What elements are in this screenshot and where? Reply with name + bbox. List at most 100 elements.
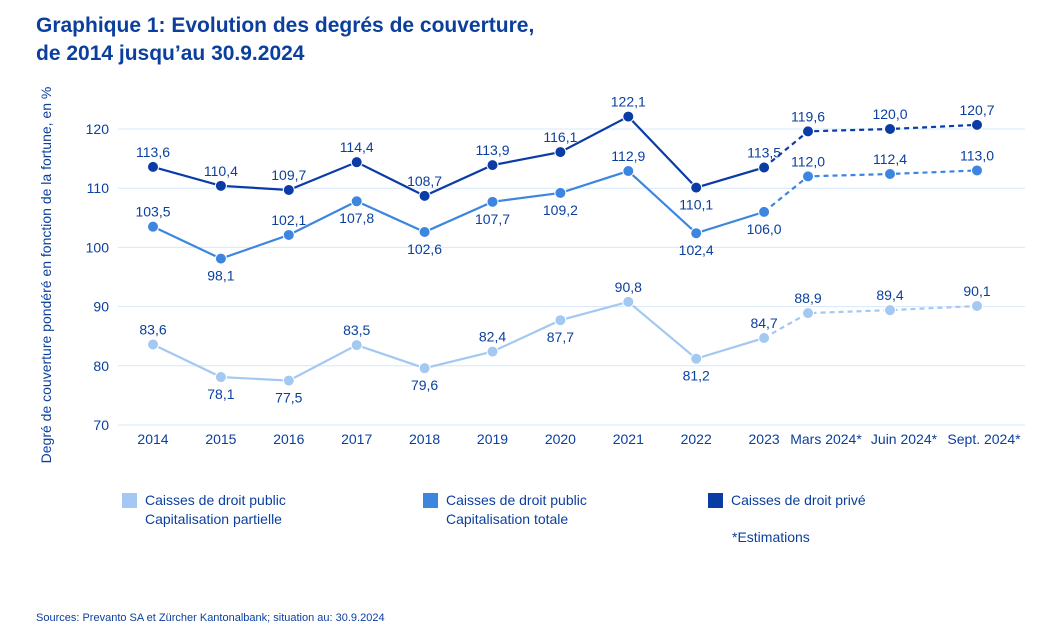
data-point-totale — [758, 205, 771, 218]
data-point-prive — [802, 125, 814, 138]
y-tick-labels: 70 80 90 100 110 120 — [86, 121, 110, 433]
chart-title: Graphique 1: Evolution des degrés de cou… — [36, 12, 534, 68]
estimations-note: *Estimations — [732, 529, 810, 545]
data-point-prive — [282, 183, 295, 196]
x-tick-label: 2020 — [545, 431, 576, 447]
data-label-prive: 108,7 — [407, 173, 442, 189]
x-tick-labels: 2014 2015 2016 2017 2018 2019 2020 2021 2022 2023… — [137, 431, 1021, 447]
legend-swatch-totale — [423, 493, 438, 508]
data-label-totale: 102,1 — [271, 212, 306, 228]
series-line-partielle — [152, 300, 765, 382]
data-point-partielle — [350, 339, 363, 352]
chart-title-line-2: de 2014 jusqu’au 30.9.2024 — [36, 42, 305, 65]
data-label-partielle: 77,5 — [275, 390, 302, 406]
legend-item-partielle: Caisses de droit public Capitalisation p… — [122, 491, 286, 529]
data-point-totale — [214, 252, 227, 265]
data-label-prive: 113,6 — [136, 144, 170, 160]
source-note: Sources: Prevanto SA et Zürcher Kantonal… — [36, 612, 385, 624]
data-label-prive: 122,1 — [611, 94, 646, 110]
y-tick-label: 80 — [93, 358, 109, 374]
data-point-totale — [418, 226, 431, 239]
data-point-partielle — [214, 371, 227, 384]
data-label-partielle: 88,9 — [794, 290, 821, 306]
grid-lines — [118, 128, 1025, 426]
data-label-prive: 110,4 — [204, 163, 238, 179]
y-tick-label: 100 — [86, 239, 110, 255]
x-tick-label: Sept. 2024* — [947, 431, 1021, 447]
data-point-partielle — [282, 374, 295, 387]
data-label-partielle: 90,8 — [615, 279, 642, 295]
data-point-prive — [758, 161, 771, 174]
legend-swatch-prive — [708, 493, 723, 508]
chart-title-line-1: Graphique 1: Evolution des degrés de cou… — [36, 14, 535, 37]
data-label-partielle: 89,4 — [876, 287, 903, 303]
data-label-partielle: 81,2 — [683, 368, 710, 384]
data-point-prive — [214, 179, 227, 192]
x-tick-label: 2021 — [613, 431, 644, 447]
data-point-partielle — [147, 338, 159, 351]
data-point-prive — [622, 110, 635, 123]
x-tick-label: 2016 — [273, 431, 304, 447]
data-point-prive — [147, 160, 159, 173]
data-point-partielle — [418, 362, 431, 375]
data-label-partielle: 78,1 — [207, 386, 234, 402]
legend-item-prive: Caisses de droit privé — [708, 491, 866, 510]
series-line-estimate-partielle — [763, 304, 978, 339]
data-label-partielle: 79,6 — [411, 377, 438, 393]
data-point-partielle — [622, 295, 635, 308]
data-point-totale — [622, 165, 635, 178]
data-points — [147, 110, 983, 387]
data-point-partielle — [486, 345, 499, 358]
series-lines — [152, 115, 978, 382]
data-label-prive: 114,4 — [340, 139, 374, 155]
line-chart: 70 80 90 100 110 120 2014 2015 2016 2017 2018 2019… — [86, 94, 1025, 447]
x-tick-label: 2018 — [409, 431, 440, 447]
data-label-prive: 119,6 — [791, 108, 825, 124]
data-labels: 83,6 78,1 77,5 83,5 79,6 82,4 87,7 90,8 81,2 84,7… — [135, 94, 994, 406]
y-tick-label: 90 — [93, 299, 109, 315]
data-point-prive — [690, 181, 703, 194]
data-label-totale: 106,0 — [747, 221, 782, 237]
legend-label-totale: Caisses de droit public Capitalisation t… — [446, 492, 587, 527]
legend-label-partielle: Caisses de droit public Capitalisation p… — [145, 492, 286, 527]
series-line-estimate-prive — [763, 123, 978, 169]
data-label-prive: 120,7 — [959, 102, 994, 118]
data-point-partielle — [554, 314, 567, 327]
data-point-prive — [418, 189, 431, 202]
data-label-partielle: 87,7 — [547, 329, 574, 345]
data-point-totale — [350, 195, 363, 208]
series-line-prive — [152, 115, 765, 198]
data-label-totale: 102,4 — [679, 242, 714, 258]
data-point-totale — [554, 186, 567, 199]
data-label-partielle: 84,7 — [750, 315, 777, 331]
data-label-totale: 112,4 — [873, 151, 907, 167]
x-tick-label: 2015 — [205, 431, 236, 447]
data-point-partielle — [802, 307, 814, 320]
series-line-estimate-totale — [763, 169, 978, 213]
legend-label-prive: Caisses de droit privé — [731, 492, 866, 508]
data-label-prive: 113,5 — [747, 144, 781, 160]
legend-swatch-partielle — [122, 493, 137, 508]
data-label-partielle: 83,6 — [139, 321, 166, 337]
data-point-totale — [971, 164, 983, 177]
data-point-prive — [554, 146, 567, 159]
y-tick-label: 120 — [86, 121, 110, 137]
data-label-partielle: 83,5 — [343, 322, 370, 338]
data-point-totale — [884, 167, 896, 180]
data-point-partielle — [971, 300, 983, 313]
data-point-prive — [971, 118, 983, 131]
x-tick-label: Juin 2024* — [871, 431, 938, 447]
data-label-totale: 113,0 — [960, 147, 994, 163]
data-label-totale: 109,2 — [543, 202, 578, 218]
x-tick-label: 2014 — [137, 431, 168, 447]
data-label-totale: 107,7 — [475, 211, 510, 227]
legend-item-totale: Caisses de droit public Capitalisation t… — [423, 491, 587, 529]
data-label-partielle: 82,4 — [479, 329, 506, 345]
x-tick-label: Mars 2024* — [790, 431, 862, 447]
x-tick-label: 2017 — [341, 431, 372, 447]
series-line-totale — [152, 169, 765, 260]
data-point-totale — [690, 227, 703, 240]
data-label-prive: 109,7 — [271, 167, 306, 183]
data-point-partielle — [758, 331, 771, 344]
data-label-totale: 102,6 — [407, 241, 442, 257]
